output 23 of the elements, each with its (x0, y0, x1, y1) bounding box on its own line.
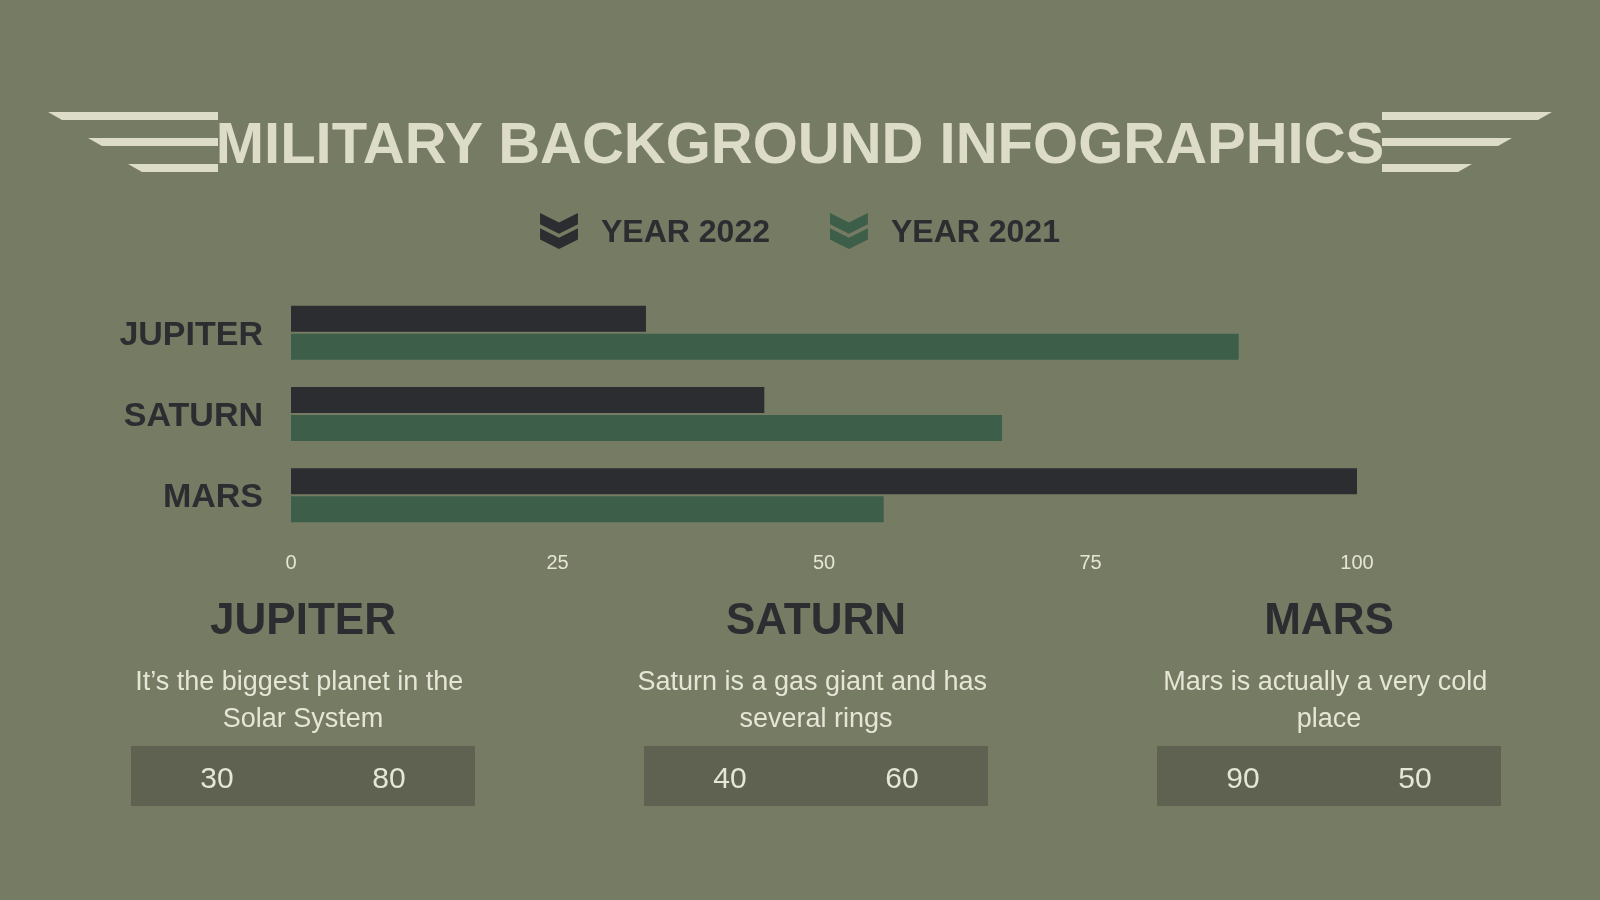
text: 90 (1226, 760, 1260, 794)
category-label: MARS (1264, 593, 1394, 643)
text: 80 (372, 760, 406, 794)
legend-label: YEAR 2022 (601, 213, 770, 249)
x-tick-label: 100 (1340, 551, 1374, 573)
text: It’s the biggest planet in the Solar System (135, 665, 471, 733)
y-tick-label: MARS (162, 476, 263, 515)
legend-label: YEAR 2021 (890, 213, 1060, 249)
text: 40 (713, 760, 747, 794)
x-tick-label: 25 (546, 551, 569, 573)
category-label: JUPITER (210, 593, 396, 643)
x-tick-label: 75 (1079, 551, 1102, 573)
text: 60 (885, 760, 919, 794)
y-tick-label: SATURN (123, 395, 263, 433)
text: 30 (200, 760, 234, 794)
y-tick-label: JUPITER (119, 313, 263, 352)
category-label: SATURN (725, 593, 907, 643)
text: Saturn is a gas giant and has several rings (637, 665, 995, 733)
x-tick-label: 0 (285, 551, 297, 573)
text: 50 (1398, 760, 1432, 794)
chart-title: MILITARY BACKGROUND INFOGRAPHICS (215, 109, 1385, 175)
text: Mars is actually a very cold place (1163, 665, 1495, 733)
x-tick-label: 50 (812, 551, 836, 573)
